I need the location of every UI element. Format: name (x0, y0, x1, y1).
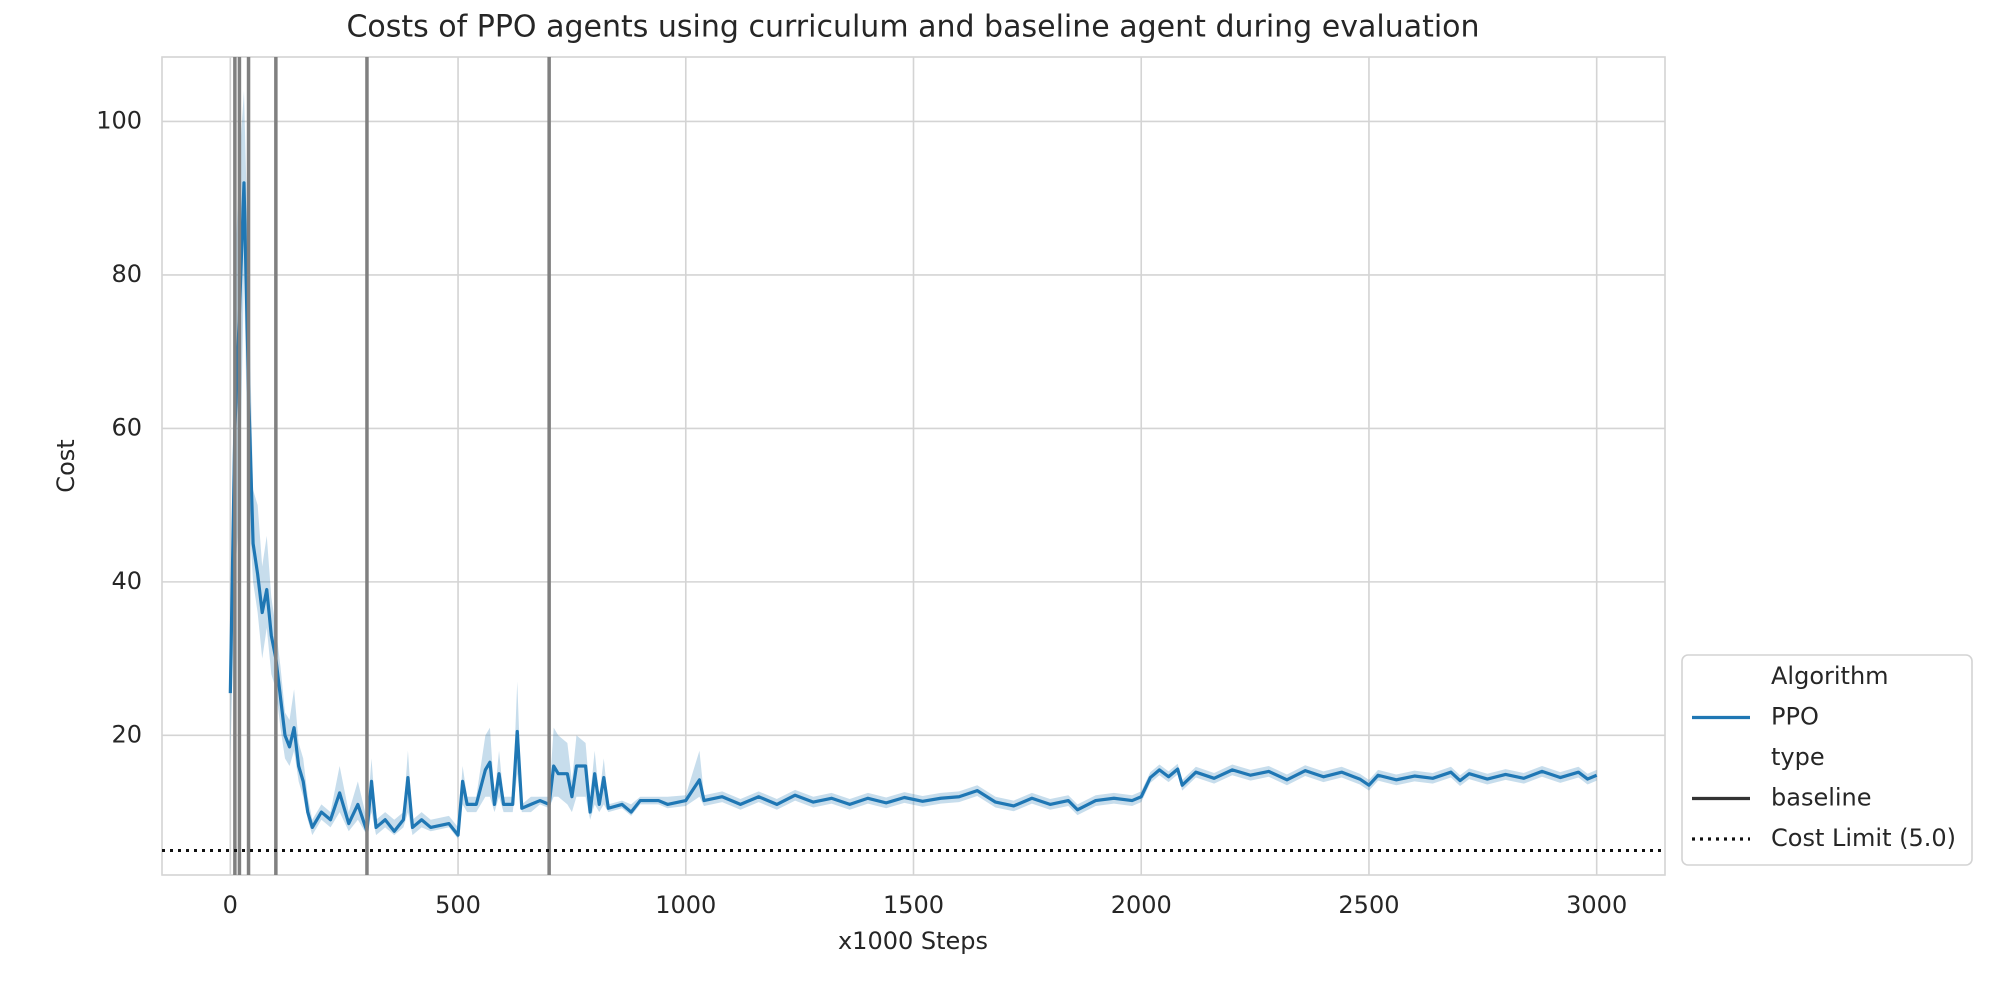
legend-label: Algorithm (1771, 662, 1889, 690)
x-tick-label: 3000 (1566, 891, 1627, 919)
y-tick-label: 80 (111, 260, 142, 288)
legend-box (1681, 654, 1973, 866)
plot-frame (161, 56, 1666, 876)
legend-label: type (1771, 743, 1825, 771)
x-tick-label: 2000 (1111, 891, 1172, 919)
x-tick-label: 2500 (1338, 891, 1399, 919)
y-tick-label: 100 (96, 106, 142, 134)
x-tick-label: 1000 (655, 891, 716, 919)
legend-label: baseline (1771, 784, 1872, 812)
x-tick-label: 500 (435, 891, 481, 919)
y-tick-label: 60 (111, 413, 142, 441)
grid (162, 57, 1665, 875)
y-tick-label: 20 (111, 720, 142, 748)
chart-title: Costs of PPO agents using curriculum and… (346, 10, 1479, 45)
y-tick-label: 40 (111, 567, 142, 595)
y-axis-label: Cost (52, 439, 80, 492)
series-line (228, 181, 1598, 837)
legend-label: PPO (1771, 703, 1819, 731)
legend-label: Cost Limit (5.0) (1771, 824, 1956, 852)
x-tick-label: 0 (223, 891, 238, 919)
x-axis-label: x1000 Steps (838, 927, 988, 955)
x-tick-label: 1500 (883, 891, 944, 919)
